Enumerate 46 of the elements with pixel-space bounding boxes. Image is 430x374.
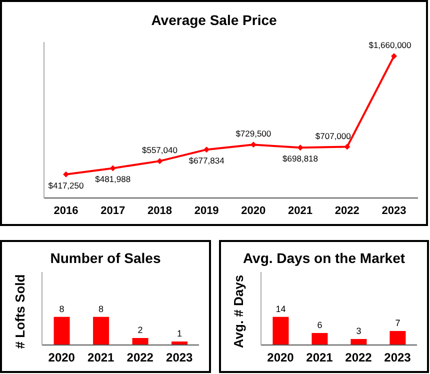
point [204,146,210,153]
bar [272,316,289,345]
point [110,165,116,172]
x-tick-label: 2021 [288,204,313,217]
data-label: 1 [177,328,182,338]
bar [312,332,328,345]
data-label: $417,250 [48,180,84,190]
x-tick-label: 2023 [382,204,406,217]
x-tick-label: 2019 [194,204,219,217]
x-tick-label: 2023 [166,350,194,365]
x-tick-label: 2018 [147,204,172,217]
x-tick-label: 2022 [126,350,154,365]
point [63,171,69,178]
x-tick-label: 2022 [345,350,372,365]
chart-title: Average Sale Price [150,12,278,28]
bar [350,338,367,345]
x-tick-label: 2020 [48,350,76,365]
data-label: $557,040 [142,145,178,156]
data-label: $677,834 [188,156,225,166]
data-label: 8 [98,304,104,314]
x-tick-label: 2016 [54,204,78,217]
data-label: $481,988 [95,174,131,184]
data-label: 8 [59,304,64,314]
data-label: $698,818 [282,154,318,164]
y-axis-title: # Lofts Sold [12,274,28,348]
x-tick-label: 2022 [334,204,360,217]
point [156,158,163,164]
y-axis-title: Avg. # Days [232,274,247,348]
data-label: 3 [356,326,362,336]
bar [390,330,406,345]
data-label: $729,500 [236,128,272,139]
data-label: $1,660,000 [368,40,412,50]
x-tick-label: 2021 [306,350,334,365]
data-label: 6 [317,320,322,330]
x-tick-label: 2020 [241,204,266,217]
x-tick-label: 2021 [88,350,115,365]
chart-title: Number of Sales [49,250,162,266]
chart-title: Avg. Days on the Market [242,250,406,266]
data-label: $707,000 [315,130,352,141]
x-tick-label: 2017 [100,204,126,217]
point [391,53,397,60]
data-label: 7 [395,318,400,328]
data-label: 14 [276,304,286,314]
x-tick-label: 2020 [267,350,294,365]
data-label: 2 [138,324,143,335]
x-tick-label: 2023 [384,350,412,365]
